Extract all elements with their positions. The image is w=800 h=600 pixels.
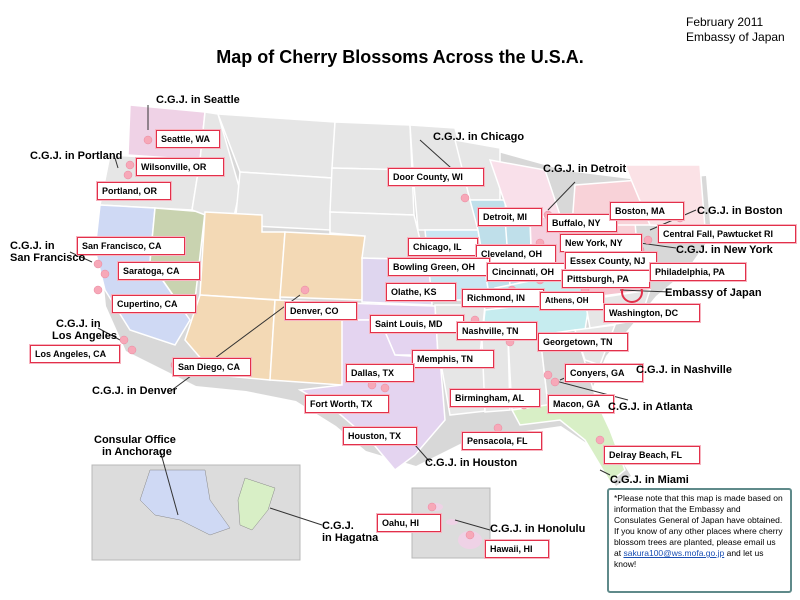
city-label-houston: Houston, TX bbox=[343, 427, 417, 445]
city-label-macon: Macon, GA bbox=[548, 395, 614, 413]
city-label-chicago: Chicago, IL bbox=[408, 238, 478, 256]
consulate-anchorage-2: in Anchorage bbox=[102, 446, 172, 458]
city-label-cleveland: Cleveland, OH bbox=[476, 245, 556, 263]
consulate-miami: C.G.J. in Miami bbox=[610, 474, 689, 486]
city-label-boston: Boston, MA bbox=[610, 202, 684, 220]
city-label-philadelphia: Philadelphia, PA bbox=[650, 263, 746, 281]
city-label-door-county: Door County, WI bbox=[388, 168, 484, 186]
city-label-saint-louis: Saint Louis, MD bbox=[370, 315, 464, 333]
city-label-new-york: New York, NY bbox=[560, 234, 642, 252]
consulate-detroit: C.G.J. in Detroit bbox=[543, 163, 627, 175]
email-link[interactable]: sakura100@ws.mofa.go.jp bbox=[623, 548, 725, 558]
city-label-buffalo: Buffalo, NY bbox=[547, 214, 617, 232]
city-label-dallas: Dallas, TX bbox=[346, 364, 414, 382]
city-label-birmingham: Birmingham, AL bbox=[450, 389, 540, 407]
info-note: *Please note that this map is made based… bbox=[607, 488, 792, 593]
header-org: Embassy of Japan bbox=[686, 30, 785, 44]
consulate-denver: C.G.J. in Denver bbox=[92, 385, 177, 397]
city-label-pensacola: Pensacola, FL bbox=[462, 432, 542, 450]
note-suffix: and let us know! bbox=[614, 548, 764, 569]
city-label-denver: Denver, CO bbox=[285, 302, 357, 320]
city-label-bowling-green: Bowling Green, OH bbox=[388, 258, 490, 276]
city-label-san-diego: San Diego, CA bbox=[173, 358, 251, 376]
city-label-cincinnati: Cincinnati, OH bbox=[487, 263, 571, 281]
consulate-houston: C.G.J. in Houston bbox=[425, 457, 518, 469]
consulate-chicago: C.G.J. in Chicago bbox=[433, 131, 525, 143]
consulate-los-angeles-2: Los Angeles bbox=[52, 330, 117, 342]
consulate-anchorage-1: Consular Office bbox=[94, 434, 176, 446]
city-label-washington-dc: Washington, DC bbox=[604, 304, 700, 322]
consulate-seattle: C.G.J. in Seattle bbox=[156, 94, 240, 106]
city-label-oahu: Oahu, HI bbox=[377, 514, 441, 532]
header-date: February 2011 Embassy of Japan bbox=[686, 15, 785, 44]
state-north-dakota bbox=[331, 121, 413, 171]
city-label-san-francisco: San Francisco, CA bbox=[77, 237, 185, 255]
city-label-essex-county: Essex County, NJ bbox=[565, 252, 657, 270]
city-label-fort-worth: Fort Worth, TX bbox=[305, 395, 389, 413]
note-text: *Please note that this map is made based… bbox=[614, 493, 783, 558]
city-label-nashville: Nashville, TN bbox=[457, 322, 537, 340]
city-label-saratoga: Saratoga, CA bbox=[118, 262, 200, 280]
consulate-los-angeles-1: C.G.J. in bbox=[56, 318, 101, 330]
city-label-richmond: Richmond, IN bbox=[462, 289, 544, 307]
city-label-wilsonville: Wilsonville, OR bbox=[136, 158, 224, 176]
city-label-memphis: Memphis, TN bbox=[412, 350, 494, 368]
city-label-conyers: Conyers, GA bbox=[565, 364, 643, 382]
city-label-hawaii: Hawaii, HI bbox=[485, 540, 549, 558]
guam-shape bbox=[237, 477, 276, 531]
consulate-portland: C.G.J. in Portland bbox=[30, 150, 123, 162]
consulate-nashville: C.G.J. in Nashville bbox=[636, 364, 732, 376]
state-colorado bbox=[279, 231, 366, 301]
city-label-central-fall: Central Fall, Pawtucket RI bbox=[658, 225, 796, 243]
consulate-hagatna-1: C.G.J. bbox=[322, 520, 354, 532]
city-label-seattle: Seattle, WA bbox=[156, 130, 220, 148]
city-label-athens: Athens, OH bbox=[540, 292, 604, 310]
consulate-new-york: C.G.J. in New York bbox=[676, 244, 773, 256]
alaska-shape bbox=[139, 469, 231, 536]
consulate-san-francisco-2: San Francisco bbox=[10, 252, 86, 264]
consulate-boston: C.G.J. in Boston bbox=[697, 205, 783, 217]
consulate-embassy: Embassy of Japan bbox=[665, 287, 762, 299]
consulate-honolulu: C.G.J. in Honolulu bbox=[490, 523, 586, 535]
city-label-pittsburgh: Pittsburgh, PA bbox=[562, 270, 650, 288]
city-label-olathe: Olathe, KS bbox=[386, 283, 456, 301]
inset-alaska-guam bbox=[91, 464, 301, 561]
city-label-detroit: Detroit, MI bbox=[478, 208, 542, 226]
city-label-delray-beach: Delray Beach, FL bbox=[604, 446, 700, 464]
city-label-georgetown: Georgetown, TN bbox=[538, 333, 628, 351]
city-label-los-angeles: Los Angeles, CA bbox=[30, 345, 120, 363]
city-label-portland: Portland, OR bbox=[97, 182, 171, 200]
consulate-hagatna-2: in Hagatna bbox=[322, 532, 379, 544]
city-label-cupertino: Cupertino, CA bbox=[112, 295, 196, 313]
consulate-atlanta: C.G.J. in Atlanta bbox=[608, 401, 693, 413]
consulate-san-francisco-1: C.G.J. in bbox=[10, 240, 55, 252]
page-title: Map of Cherry Blossoms Across the U.S.A. bbox=[216, 47, 584, 67]
